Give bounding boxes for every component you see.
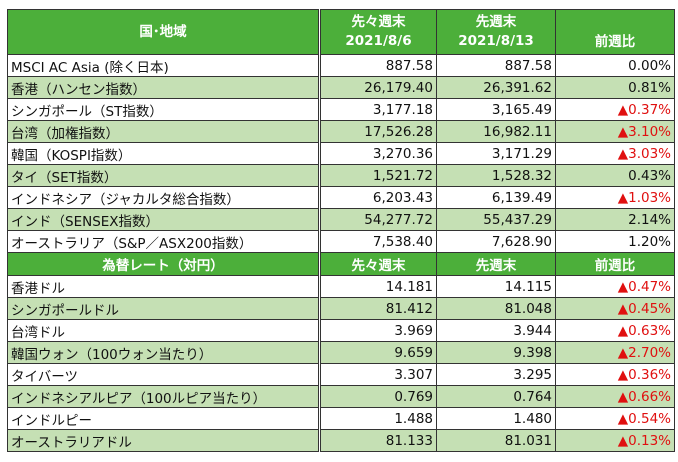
table-row: 台湾ドル 3.969 3.944 ▲0.63% (7, 319, 675, 342)
table-row: オーストラリア（S&P／ASX200指数） 7,538.40 7,628.90 1.2… (7, 230, 675, 253)
region-header: 国･地域 (7, 9, 320, 55)
cell-prev1: 9.398 (436, 341, 556, 364)
cell-change: ▲3.03% (555, 142, 675, 165)
cell-change: ▲2.70% (555, 341, 675, 364)
cell-change: ▲0.45% (555, 297, 675, 320)
cell-name: インドルピー (7, 407, 320, 430)
table-row: インドネシア（ジャカルタ総合指数） 6,203.43 6,139.49 ▲1.03% (7, 186, 675, 209)
fx-label-header: 為替レート（対円） (7, 252, 320, 276)
table-row: オーストラリアドル 81.133 81.031 ▲0.13% (7, 429, 675, 452)
cell-prev2: 887.58 (318, 54, 437, 77)
cell-prev1: 55,437.29 (436, 208, 556, 231)
cell-name: オーストラリア（S&P／ASX200指数） (7, 230, 320, 253)
table-row: MSCI AC Asia (除く日本) 887.58 887.58 0.00% (7, 54, 675, 77)
index-header-row: 国･地域 先々週末 2021/8/6 先週末 2021/8/13 前週比 (7, 9, 675, 55)
cell-name: 韓国（KOSPI指数） (7, 142, 320, 165)
cell-prev2: 81.412 (318, 297, 437, 320)
cell-name: 台湾ドル (7, 319, 320, 342)
cell-prev1: 7,628.90 (436, 230, 556, 253)
cell-prev1: 14.115 (436, 275, 556, 298)
cell-prev2: 6,203.43 (318, 186, 437, 209)
cell-prev2: 14.181 (318, 275, 437, 298)
cell-name: シンガポール（ST指数） (7, 98, 320, 121)
cell-prev1: 0.764 (436, 385, 556, 408)
cell-prev2: 3.969 (318, 319, 437, 342)
cell-prev1: 6,139.49 (436, 186, 556, 209)
cell-prev2: 7,538.40 (318, 230, 437, 253)
cell-name: MSCI AC Asia (除く日本) (7, 54, 320, 77)
cell-change: ▲1.03% (555, 186, 675, 209)
cell-name: タイバーツ (7, 363, 320, 386)
cell-name: インドネシア（ジャカルタ総合指数） (7, 186, 320, 209)
table-row: 台湾（加権指数） 17,526.28 16,982.11 ▲3.10% (7, 120, 675, 143)
cell-change: ▲0.37% (555, 98, 675, 121)
cell-change: ▲0.54% (555, 407, 675, 430)
cell-prev1: 1,528.32 (436, 164, 556, 187)
table-row: インドネシアルピア（100ルピア当たり） 0.769 0.764 ▲0.66% (7, 385, 675, 408)
cell-prev2: 54,277.72 (318, 208, 437, 231)
table-row: タイバーツ 3.307 3.295 ▲0.36% (7, 363, 675, 386)
cell-prev1: 3,171.29 (436, 142, 556, 165)
cell-prev2: 1.488 (318, 407, 437, 430)
fx-header-row: 為替レート（対円） 先々週末 先週末 前週比 (7, 252, 675, 276)
table-row: シンガポール（ST指数） 3,177.18 3,165.49 ▲0.37% (7, 98, 675, 121)
cell-change: 2.14% (555, 208, 675, 231)
cell-prev2: 9.659 (318, 341, 437, 364)
cell-prev2: 3,270.36 (318, 142, 437, 165)
cell-prev2: 0.769 (318, 385, 437, 408)
cell-change: ▲0.66% (555, 385, 675, 408)
table-row: 香港ドル 14.181 14.115 ▲0.47% (7, 275, 675, 298)
table-row: インド（SENSEX指数） 54,277.72 55,437.29 2.14% (7, 208, 675, 231)
cell-name: インド（SENSEX指数） (7, 208, 320, 231)
cell-prev2: 26,179.40 (318, 76, 437, 99)
cell-prev2: 17,526.28 (318, 120, 437, 143)
table-row: タイ（SET指数） 1,521.72 1,528.32 0.43% (7, 164, 675, 187)
cell-prev2: 3,177.18 (318, 98, 437, 121)
cell-change: ▲0.36% (555, 363, 675, 386)
cell-prev1: 3.295 (436, 363, 556, 386)
cell-change: 1.20% (555, 230, 675, 253)
cell-name: 香港（ハンセン指数） (7, 76, 320, 99)
prev1-header: 先週末 2021/8/13 (436, 9, 556, 55)
cell-prev1: 16,982.11 (436, 120, 556, 143)
cell-prev1: 3.944 (436, 319, 556, 342)
cell-name: 韓国ウォン（100ウォン当たり） (7, 341, 320, 364)
fx-prev2-header: 先々週末 (318, 252, 437, 276)
cell-name: シンガポールドル (7, 297, 320, 320)
table-row: 香港（ハンセン指数） 26,179.40 26,391.62 0.81% (7, 76, 675, 99)
cell-prev1: 26,391.62 (436, 76, 556, 99)
cell-prev2: 81.133 (318, 429, 437, 452)
cell-change: ▲3.10% (555, 120, 675, 143)
cell-prev2: 1,521.72 (318, 164, 437, 187)
cell-prev1: 3,165.49 (436, 98, 556, 121)
cell-change: ▲0.47% (555, 275, 675, 298)
table-row: インドルピー 1.488 1.480 ▲0.54% (7, 407, 675, 430)
fx-change-header: 前週比 (555, 252, 675, 276)
market-table: 国･地域 先々週末 2021/8/6 先週末 2021/8/13 前週比 MSCI … (7, 9, 675, 452)
fx-prev1-header: 先週末 (436, 252, 556, 276)
cell-prev1: 1.480 (436, 407, 556, 430)
cell-change: 0.81% (555, 76, 675, 99)
cell-name: インドネシアルピア（100ルピア当たり） (7, 385, 320, 408)
cell-prev1: 81.031 (436, 429, 556, 452)
cell-name: 香港ドル (7, 275, 320, 298)
cell-change: 0.43% (555, 164, 675, 187)
cell-change: ▲0.13% (555, 429, 675, 452)
cell-name: 台湾（加権指数） (7, 120, 320, 143)
table-row: 韓国ウォン（100ウォン当たり） 9.659 9.398 ▲2.70% (7, 341, 675, 364)
prev2-header: 先々週末 2021/8/6 (318, 9, 437, 55)
cell-prev2: 3.307 (318, 363, 437, 386)
cell-change: ▲0.63% (555, 319, 675, 342)
cell-prev1: 887.58 (436, 54, 556, 77)
change-header: 前週比 (555, 9, 675, 55)
cell-prev1: 81.048 (436, 297, 556, 320)
cell-change: 0.00% (555, 54, 675, 77)
table-row: シンガポールドル 81.412 81.048 ▲0.45% (7, 297, 675, 320)
cell-name: オーストラリアドル (7, 429, 320, 452)
table-row: 韓国（KOSPI指数） 3,270.36 3,171.29 ▲3.03% (7, 142, 675, 165)
cell-name: タイ（SET指数） (7, 164, 320, 187)
